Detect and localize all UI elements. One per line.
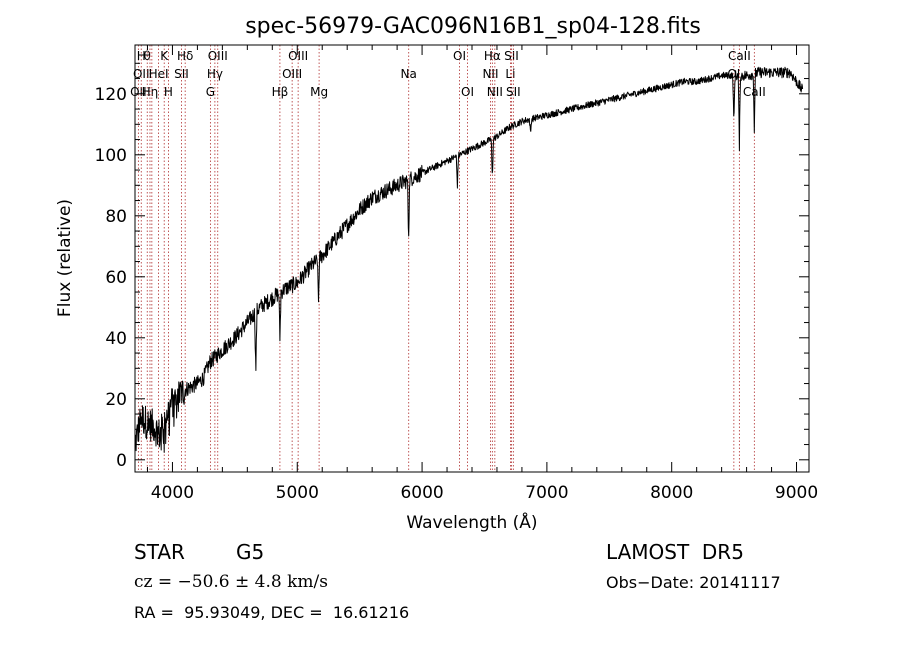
line-marker-label: SII (504, 49, 519, 63)
line-marker-label: NII (482, 67, 498, 81)
plot-frame (134, 44, 810, 473)
line-marker-label: SII (174, 67, 189, 81)
line-marker-label: G (206, 85, 215, 99)
y-tick-label: 40 (105, 329, 127, 349)
line-marker-label: OI (461, 85, 474, 99)
chart-title: spec-56979-GAC096N16B1_sp04-128.fits (245, 14, 701, 39)
line-marker-label: Hα (484, 49, 501, 63)
line-marker-label: OII (130, 85, 147, 99)
y-tick-label: 20 (105, 390, 127, 410)
spectrum-line (134, 66, 804, 453)
coordinates: RA = 95.93049, DEC = 16.61216 (134, 603, 410, 622)
y-tick-label: 60 (105, 268, 127, 288)
line-markers: OIIHOIIθHηHeIKHSIIHδGHγOIIIHβOIIIOIIIMgN… (130, 45, 766, 472)
line-marker-label: SII (506, 85, 521, 99)
line-marker-label: Hδ (177, 49, 193, 63)
axes: 4000 5000 6000 7000 8000 9000 0 20 40 60 80 100 120 (95, 45, 818, 503)
y-tick-label: 0 (116, 451, 127, 471)
x-tick-label: 5000 (276, 483, 319, 503)
observation-date: Obs−Date: 20141117 (606, 573, 781, 592)
object-class: STAR (134, 540, 185, 564)
line-marker-label: CaII (743, 85, 766, 99)
x-tick-label: 7000 (525, 483, 568, 503)
object-subclass: G5 (236, 540, 265, 564)
line-marker-label: Hγ (207, 67, 223, 81)
y-tick-label: 100 (95, 146, 127, 166)
y-axis-label: Flux (relative) (55, 199, 75, 317)
line-marker-label: Li (505, 67, 515, 81)
line-marker-label: CaII (728, 49, 751, 63)
x-tick-label: 8000 (650, 483, 693, 503)
survey-label: LAMOST DR5 (606, 540, 744, 564)
y-tick-label: 80 (105, 207, 127, 227)
x-tick-label: 4000 (151, 483, 194, 503)
x-tick-label: 9000 (775, 483, 818, 503)
redshift-velocity: cz = −50.6 ± 4.8 km/s (134, 572, 328, 592)
x-axis-label: Wavelength (Å) (406, 511, 537, 533)
line-marker-label: Hβ (272, 85, 289, 99)
line-marker-label: OIII (208, 49, 228, 63)
line-marker-label: Na (401, 67, 417, 81)
line-marker-label: Mg (310, 85, 328, 99)
line-marker-label: H (137, 49, 146, 63)
spectrum-series (134, 66, 804, 453)
y-tick-label: 120 (95, 85, 127, 105)
line-marker-label: K (160, 49, 169, 63)
line-marker-label: OII (133, 67, 150, 81)
line-marker-label: HeI (149, 67, 169, 81)
line-marker-label: NII (487, 85, 503, 99)
line-marker-label: H (164, 85, 173, 99)
line-marker-label: OIII (282, 67, 302, 81)
line-marker-label: θ (144, 49, 151, 63)
line-marker-label: Hη (142, 85, 159, 99)
line-marker-label: OI (453, 49, 466, 63)
line-marker-label: OIII (288, 49, 308, 63)
x-tick-label: 6000 (400, 483, 443, 503)
